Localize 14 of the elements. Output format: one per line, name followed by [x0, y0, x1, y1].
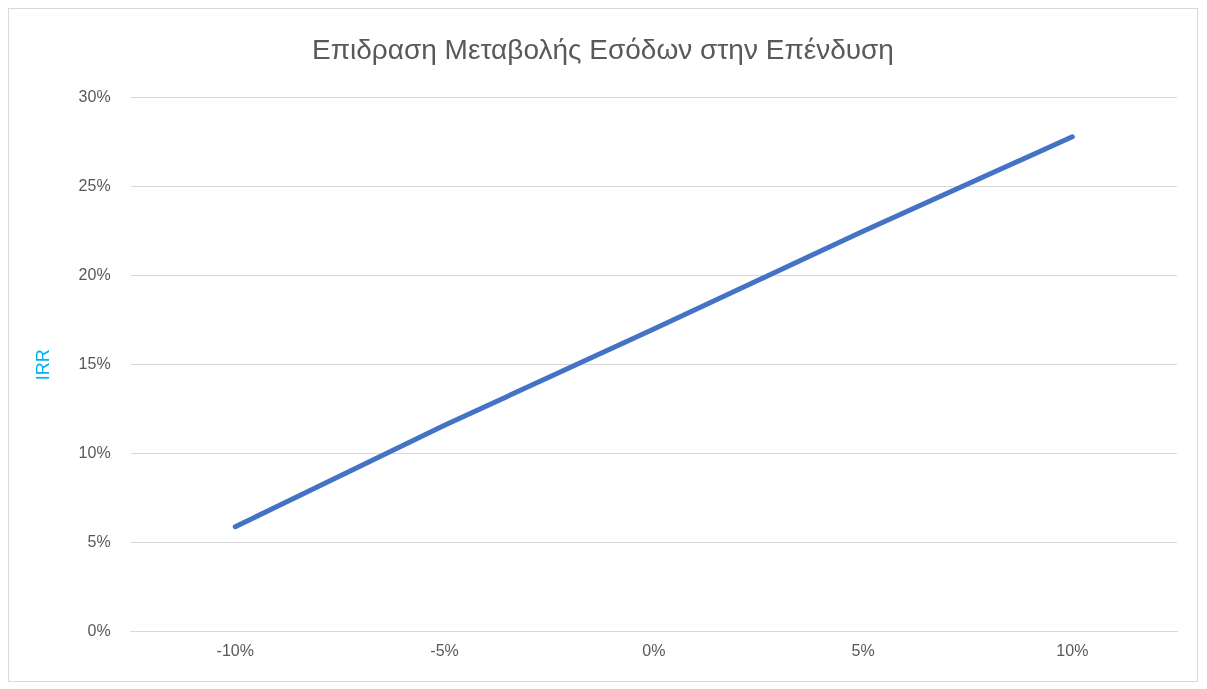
y-tick-label: 20% [78, 266, 111, 284]
y-tick-label: 25% [78, 177, 111, 195]
y-tick-label: 5% [87, 533, 111, 551]
x-tick-label: 0% [642, 641, 666, 659]
y-tick-label: 0% [87, 622, 111, 640]
x-tick-label: -10% [216, 641, 254, 659]
x-tick-label: -5% [430, 641, 459, 659]
y-tick-label: 30% [78, 88, 111, 106]
y-tick-label: 10% [78, 444, 111, 462]
x-tick-label: 10% [1056, 641, 1089, 659]
y-tick-label: 15% [78, 355, 111, 373]
y-axis-title: IRR [32, 349, 53, 381]
chart-title: Επιδραση Μεταβολής Εσόδων στην Επένδυση [312, 33, 894, 65]
x-tick-label: 5% [851, 641, 875, 659]
